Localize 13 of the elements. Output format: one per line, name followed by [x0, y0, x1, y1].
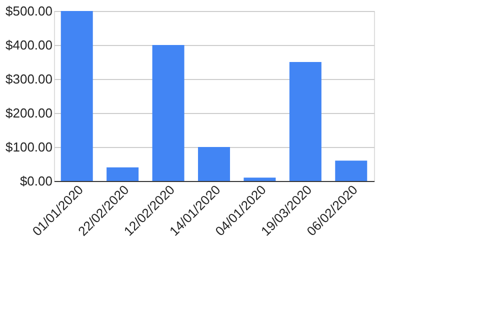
bar — [335, 160, 368, 181]
y-tick-label: $400.00 — [6, 38, 52, 52]
y-tick-label: $200.00 — [6, 106, 52, 120]
bar — [106, 167, 139, 181]
bar — [60, 11, 93, 181]
bar — [289, 62, 322, 181]
y-tick-label: $500.00 — [6, 4, 52, 18]
bar — [152, 45, 184, 181]
y-tick-label: $100.00 — [6, 140, 52, 154]
bar — [198, 147, 230, 181]
bar — [244, 178, 276, 181]
y-tick-label: $300.00 — [6, 72, 52, 86]
y-tick-label: $0.00 — [20, 174, 52, 188]
